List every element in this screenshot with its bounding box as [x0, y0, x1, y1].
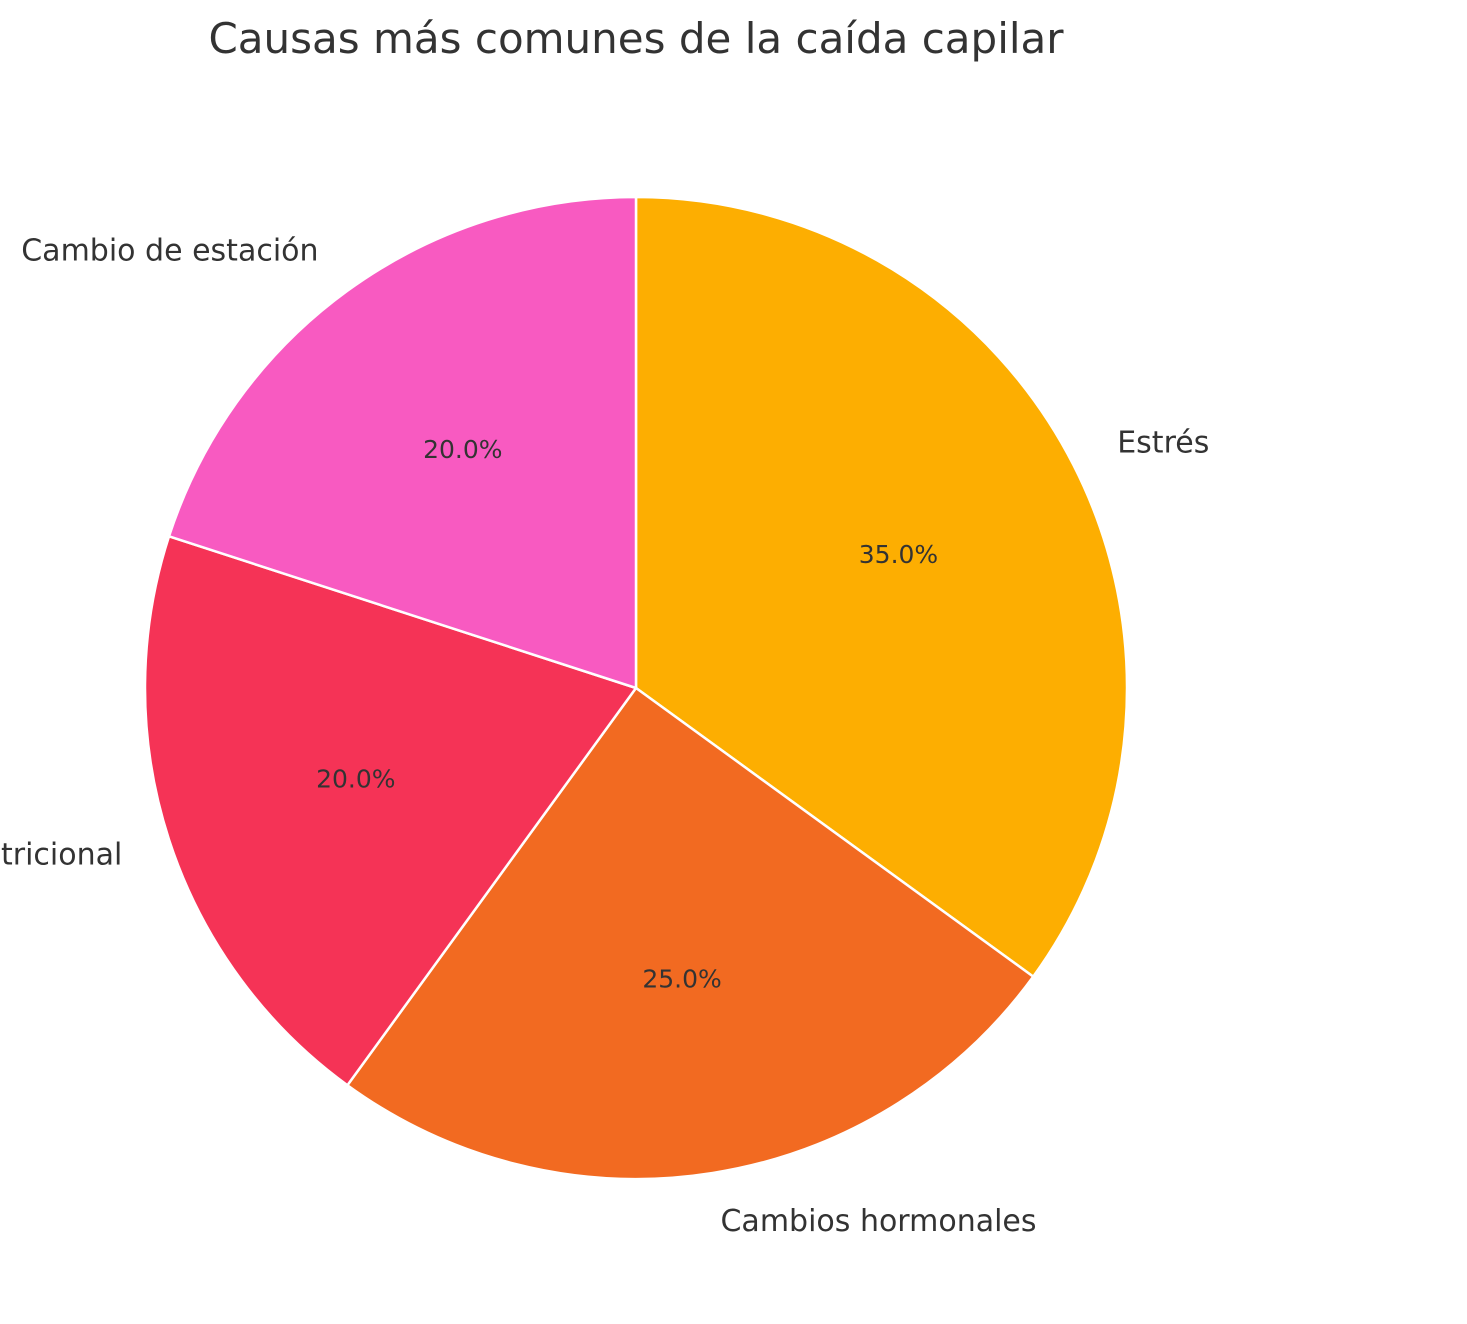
slice-label-estres: Estrés — [1117, 425, 1209, 460]
slice-percent-cambio-de-estacion: 20.0% — [423, 435, 502, 464]
pie-slice-cambio-de-estacion — [167, 195, 638, 690]
pie-slice-estres — [634, 195, 1129, 978]
slice-percent-deficit-nutricional: 20.0% — [316, 765, 395, 794]
pie-slice-cambios-hormonales — [346, 686, 1035, 1181]
chart-title: Causas más comunes de la caída capilar — [208, 14, 1064, 63]
slice-label-cambios-hormonales: Cambios hormonales — [720, 1204, 1036, 1239]
slice-percent-cambios-hormonales: 25.0% — [642, 964, 721, 993]
slice-percent-estres: 35.0% — [859, 540, 938, 569]
pie-slice-deficit-nutricional — [143, 535, 638, 1087]
slice-label-deficit-nutricional: Déficit nutricional — [0, 837, 122, 872]
slice-label-cambio-de-estacion: Cambio de estación — [21, 234, 318, 269]
